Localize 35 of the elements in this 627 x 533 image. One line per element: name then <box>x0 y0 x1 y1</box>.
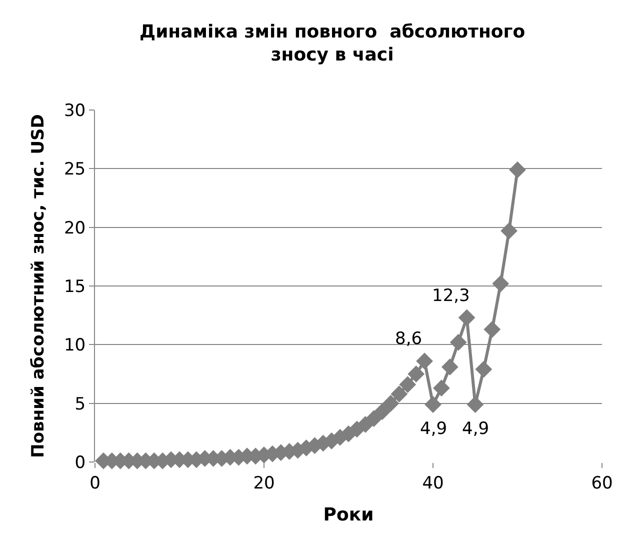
data-label: 8,6 <box>395 329 422 349</box>
data-label: 4,9 <box>420 419 448 439</box>
x-tick-label: 0 <box>90 473 100 494</box>
point <box>374 403 391 420</box>
point <box>390 386 408 402</box>
y-tick-label: 5 <box>74 394 86 414</box>
y-tick-label: 30 <box>64 100 86 121</box>
y-axis-title: Повний абсолютний знос, тис. USD <box>28 114 49 458</box>
point <box>492 275 510 292</box>
x-tick-label: 60 <box>591 473 613 494</box>
point <box>408 366 425 382</box>
chart-title: Динаміка змін повного абсолютного зносу в часі <box>140 21 526 66</box>
data-label: 4,9 <box>462 419 490 439</box>
y-tick-label: 25 <box>64 160 86 180</box>
data-label: 12,3 <box>432 286 470 306</box>
point <box>399 376 416 394</box>
y-tick-label: 15 <box>64 276 86 297</box>
point <box>441 358 458 376</box>
x-tick-label: 20 <box>253 473 275 494</box>
x-tick-label: 40 <box>422 473 444 494</box>
point <box>382 394 400 412</box>
y-tick-label: 20 <box>64 218 86 238</box>
point <box>433 380 450 397</box>
point <box>424 396 442 413</box>
y-tick-label: 0 <box>74 452 86 473</box>
point <box>466 396 484 413</box>
y-tick-label: 10 <box>64 336 86 356</box>
point <box>416 352 433 370</box>
point <box>475 360 492 378</box>
point <box>500 222 518 240</box>
point <box>450 334 467 351</box>
point <box>484 320 501 338</box>
x-axis-title: Роки <box>323 504 374 526</box>
point <box>509 161 526 178</box>
point <box>458 309 476 326</box>
